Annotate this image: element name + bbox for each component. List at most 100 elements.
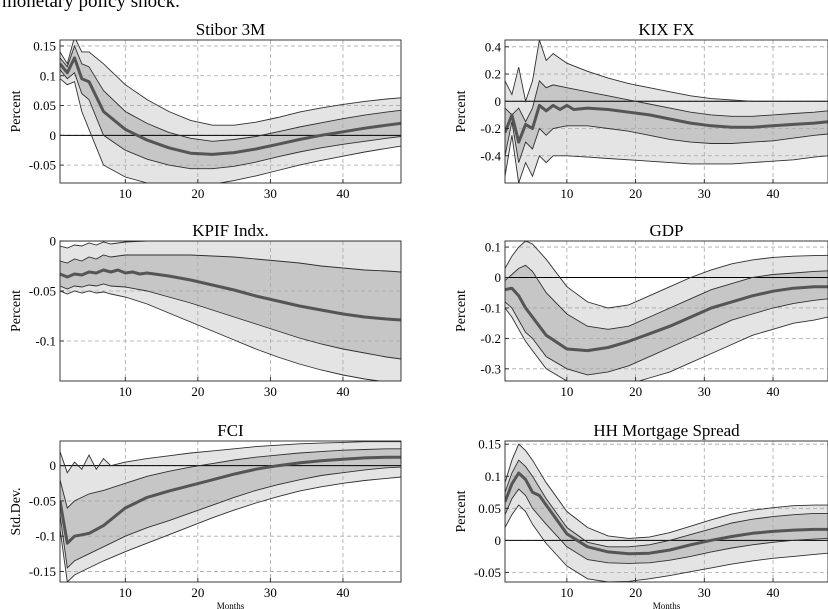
y-tick-label: 0.1: [40, 68, 56, 83]
band-edge-inner-upper: [505, 459, 828, 548]
y-tick-label: 0: [495, 94, 502, 109]
panel-title: HH Mortgage Spread: [593, 421, 740, 440]
axes-frame: [504, 39, 828, 184]
y-tick-label: 0: [50, 234, 57, 249]
panel-title: GDP: [649, 221, 683, 240]
axes-frame: [59, 240, 402, 382]
y-tick-label: -0.15: [29, 564, 56, 579]
y-axis-label: Percent: [454, 290, 469, 332]
y-tick-label: -0.1: [35, 334, 56, 349]
band-edge-outer-lower: [60, 290, 383, 381]
x-tick-label: 30: [264, 585, 277, 600]
y-axis-label: Percent: [9, 90, 24, 132]
x-tick-label: 40: [767, 384, 780, 399]
y-tick-label: 0.15: [478, 437, 501, 452]
axes-frame: [59, 39, 402, 184]
y-tick-label: 0.4: [485, 39, 502, 54]
axes-frame: [59, 440, 402, 583]
median-response-line: [60, 455, 401, 545]
band-edge-inner-lower: [505, 298, 828, 376]
figure-caption: monetary policy shock.: [2, 0, 180, 12]
y-axis-label: Percent: [454, 490, 469, 532]
y-tick-label: -0.05: [29, 158, 56, 173]
axes-frame: [504, 240, 828, 382]
panel-title: KPIF Indx.: [192, 221, 269, 240]
x-tick-label: 30: [698, 186, 711, 201]
x-tick-label: 10: [560, 384, 573, 399]
x-tick-label: 40: [336, 384, 349, 399]
inner-confidence-band: [505, 265, 828, 375]
y-tick-label: 0.1: [485, 240, 501, 255]
x-tick-label: 40: [336, 186, 349, 201]
band-edge-inner-upper: [60, 448, 401, 509]
inner-confidence-band: [60, 255, 401, 359]
panel-stibor-3m: 10 20 30 40 -0.05 0 0.05 0.1 0.15 Stibor 3M Percen…: [9, 20, 402, 201]
y-tick-label: -0.2: [480, 121, 501, 136]
band-edge-inner-upper: [60, 44, 401, 142]
x-axis-label: Months: [653, 601, 681, 609]
x-tick-label: 20: [191, 585, 204, 600]
band-edge-outer-upper: [505, 443, 828, 539]
band-edge-outer-upper: [505, 241, 828, 309]
x-tick-label: 10: [119, 585, 132, 600]
band-edge-outer-lower: [505, 504, 828, 582]
y-tick-label: 0.05: [33, 98, 56, 113]
y-axis-label: Std.Dev.: [9, 487, 24, 535]
panel-title: KIX FX: [638, 20, 694, 39]
band-edge-outer-upper: [60, 241, 401, 249]
band-edge-inner-lower: [505, 488, 828, 564]
y-tick-label: -0.1: [35, 529, 56, 544]
band-edge-outer-lower: [60, 78, 401, 183]
band-edge-outer-lower: [60, 476, 401, 582]
inner-confidence-band: [505, 460, 828, 564]
y-axis-label: Percent: [454, 90, 469, 132]
band-edge-inner-lower: [505, 121, 828, 163]
band-edge-inner-lower: [60, 283, 401, 360]
x-tick-label: 30: [264, 186, 277, 201]
y-tick-label: 0: [50, 458, 57, 473]
x-axis-label: Months: [217, 601, 245, 609]
panel-gdp: 10 20 30 40 -0.3 -0.2 -0.1 0 0.1 GDP Percent: [454, 221, 828, 399]
median-response-line: [60, 56, 401, 156]
y-tick-label: 0.05: [478, 501, 501, 516]
panel-hh-mortgage-spread: 10 20 30 40 -0.05 0 0.05 0.1 0.15 HH Mortgage Spr…: [454, 421, 828, 609]
band-edge-outer-lower: [505, 307, 828, 381]
panel-title: Stibor 3M: [196, 20, 265, 39]
y-tick-label: 0.15: [33, 38, 56, 53]
band-edge-inner-lower: [60, 466, 401, 569]
y-tick-label: -0.3: [480, 361, 501, 376]
median-response-line: [505, 103, 828, 144]
inner-confidence-band: [60, 448, 401, 568]
panel-kix-fx: 10 20 30 40 -0.4 -0.2 0 0.2 0.4 KIX FX Percent: [454, 20, 828, 201]
median-response-line: [505, 285, 828, 353]
band-edge-inner-upper: [60, 254, 401, 273]
x-tick-label: 40: [767, 585, 780, 600]
x-tick-label: 20: [629, 384, 642, 399]
band-edge-outer-upper: [505, 40, 828, 104]
x-tick-label: 20: [629, 585, 642, 600]
y-tick-label: 0.2: [485, 67, 501, 82]
x-tick-label: 30: [264, 384, 277, 399]
x-tick-label: 30: [698, 384, 711, 399]
y-tick-label: 0: [495, 270, 502, 285]
y-tick-label: -0.1: [480, 300, 501, 315]
y-axis-label: Percent: [9, 290, 24, 332]
x-tick-label: 40: [336, 585, 349, 600]
y-tick-label: -0.05: [29, 284, 56, 299]
x-tick-label: 20: [191, 384, 204, 399]
panel-title: FCI: [217, 421, 244, 440]
median-response-line: [60, 268, 401, 322]
y-tick-label: 0: [495, 533, 502, 548]
y-tick-label: -0.05: [474, 565, 501, 580]
band-edge-inner-upper: [505, 80, 828, 123]
y-tick-label: -0.4: [480, 148, 501, 163]
x-tick-label: 10: [119, 384, 132, 399]
y-tick-label: -0.05: [29, 493, 56, 508]
band-edge-inner-lower: [60, 69, 401, 170]
band-edge-outer-upper: [60, 40, 401, 126]
median-response-line: [505, 471, 828, 556]
y-tick-label: -0.2: [480, 331, 501, 346]
band-edge-inner-upper: [505, 264, 828, 330]
x-tick-label: 10: [560, 585, 573, 600]
